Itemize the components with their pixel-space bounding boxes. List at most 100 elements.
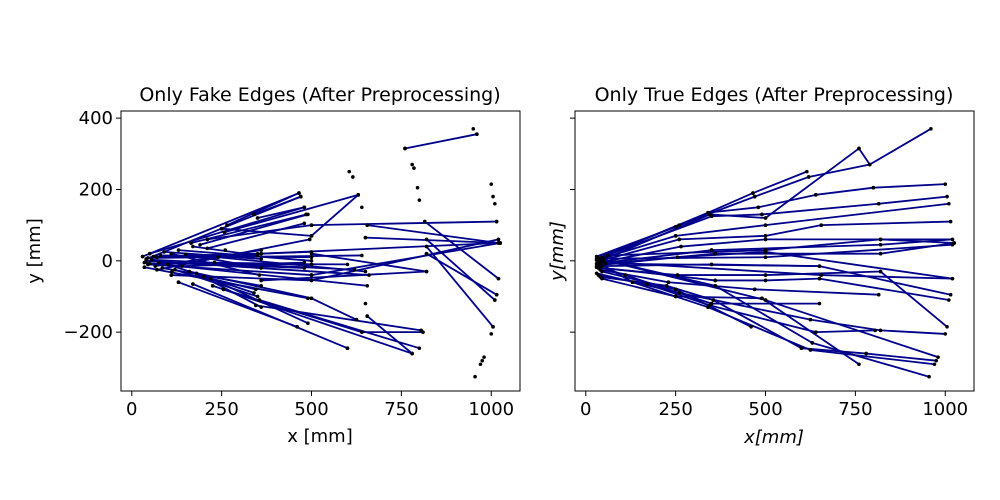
fake-edges-hit-point-121 bbox=[302, 221, 307, 226]
fake-edges-hit-point-158 bbox=[309, 234, 314, 238]
true-edges-hit-point-32 bbox=[857, 146, 861, 151]
fake-edges-hit-point-110 bbox=[187, 269, 192, 274]
fake-edges-edge-15 bbox=[253, 195, 302, 216]
true-edges-edge-77 bbox=[632, 281, 709, 309]
true-edges-hit-point-158 bbox=[808, 348, 813, 352]
true-edges-hit-point-30 bbox=[763, 216, 768, 220]
fake-edges-panel: Only Fake Edges (After Preprocessing) 0 2… bbox=[24, 84, 521, 447]
true-edges-edge-64 bbox=[815, 329, 876, 334]
true-edges-edge-23 bbox=[765, 202, 949, 227]
fake-edges-hit-point-176 bbox=[417, 198, 422, 202]
fake-edges-hit-point-170 bbox=[363, 301, 368, 306]
true-edges-hit-point-52 bbox=[763, 234, 768, 238]
fake-edges-hit-point-96 bbox=[162, 250, 166, 254]
fake-edges-edge-63 bbox=[217, 256, 366, 273]
fake-edges-hit-point-179 bbox=[422, 219, 427, 224]
true-edges-edge-5 bbox=[754, 176, 809, 198]
fake-edges-hit-point-164 bbox=[356, 193, 361, 197]
true-edges-edge-25 bbox=[679, 234, 766, 241]
fake-edges-hit-point-190 bbox=[498, 241, 503, 245]
fake-edges-hit-point-189 bbox=[496, 237, 501, 242]
true-edges-edge-8 bbox=[596, 211, 709, 260]
true-edges-hit-point-90 bbox=[713, 278, 717, 283]
fake-edges-hit-point-100 bbox=[169, 251, 174, 256]
fake-edges-edge-55 bbox=[189, 270, 312, 300]
fake-edges-hit-point-108 bbox=[183, 252, 188, 257]
fake-edges-hit-point-159 bbox=[309, 223, 314, 227]
fake-edges-edge-28 bbox=[365, 236, 501, 244]
true-edges-hit-point-164 bbox=[810, 341, 815, 345]
true-edges-hit-point-78 bbox=[675, 255, 680, 260]
fake-edges-hit-point-153 bbox=[298, 194, 303, 199]
true-edges-x-tick-label-3: 750 bbox=[838, 399, 872, 420]
true-edges-edge-68 bbox=[801, 347, 867, 355]
fake-edges-hit-point-182 bbox=[424, 251, 429, 256]
fake-edges-hit-point-137 bbox=[189, 241, 193, 245]
true-edges-hit-point-55 bbox=[948, 219, 953, 224]
fake-edges-x-tick-label-1: 250 bbox=[204, 399, 238, 420]
true-edges-hit-point-108 bbox=[752, 287, 757, 292]
true-edges-hit-point-50 bbox=[677, 237, 682, 242]
fake-edges-hit-point-188 bbox=[494, 219, 499, 224]
fake-edges-hit-point-77 bbox=[367, 273, 371, 277]
fake-edges-hit-point-106 bbox=[180, 264, 184, 268]
true-edges-hit-point-121 bbox=[943, 332, 948, 336]
true-edges-edge-82 bbox=[811, 341, 930, 378]
true-edges-hit-point-184 bbox=[878, 237, 883, 242]
fake-edges-hit-point-111 bbox=[309, 296, 314, 301]
fake-edges-y-tick-label-3: 400 bbox=[79, 108, 113, 129]
true-edges-edge-40 bbox=[765, 251, 953, 280]
fake-edges-hit-point-199 bbox=[473, 374, 477, 379]
fake-edges-hit-point-166 bbox=[363, 235, 368, 240]
true-edges-hit-point-129 bbox=[873, 328, 877, 333]
fake-edges-hit-point-173 bbox=[410, 162, 414, 167]
true-edges-edge-87 bbox=[603, 256, 766, 260]
true-edges-x-tick-label-0: 0 bbox=[580, 399, 591, 420]
fake-edges-hit-point-131 bbox=[142, 265, 147, 270]
fake-edges-hit-point-144 bbox=[225, 223, 229, 227]
fake-edges-y-tick-label-2: 200 bbox=[79, 179, 113, 200]
fake-edges-edge-54 bbox=[185, 253, 262, 269]
fake-edges-hit-point-87 bbox=[259, 248, 263, 252]
true-edges-edge-81 bbox=[714, 285, 813, 344]
fake-edges-hit-point-145 bbox=[223, 248, 228, 252]
true-edges-hit-point-116 bbox=[677, 291, 682, 295]
fake-edges-hit-point-37 bbox=[417, 346, 422, 350]
true-edges-hit-point-40 bbox=[876, 201, 881, 206]
true-edges-edge-62 bbox=[646, 283, 711, 307]
fake-edges-y-tick-label-1: 0 bbox=[102, 251, 113, 272]
true-edges-hit-point-136 bbox=[799, 346, 804, 350]
true-edges-hit-point-10 bbox=[752, 194, 757, 199]
fake-edges-hit-point-89 bbox=[309, 250, 314, 254]
fake-edges-hit-point-105 bbox=[309, 259, 314, 263]
fake-edges-hit-point-127 bbox=[363, 269, 368, 274]
fake-edges-edge-21 bbox=[261, 270, 427, 282]
true-edges-x-tick-label-2: 500 bbox=[748, 399, 782, 420]
true-edges-hit-point-92 bbox=[763, 278, 768, 283]
true-edges-edge-18 bbox=[711, 213, 762, 218]
true-edges-edge-27 bbox=[821, 220, 951, 227]
fake-edges-hit-point-97 bbox=[259, 257, 263, 261]
true-edges-hit-point-58 bbox=[679, 244, 683, 249]
true-edges-hit-point-132 bbox=[664, 283, 669, 288]
true-edges-hit-point-110 bbox=[600, 269, 604, 274]
fake-edges-hit-point-195 bbox=[489, 332, 494, 336]
fake-edges-edge-48 bbox=[164, 250, 262, 260]
true-edges-axes-frame bbox=[574, 110, 975, 392]
fake-edges-y-tick-label-0: −200 bbox=[64, 322, 113, 343]
fake-edges-hit-point-186 bbox=[491, 194, 495, 199]
true-edges-hit-point-148 bbox=[623, 273, 628, 277]
true-edges-hit-point-15 bbox=[929, 127, 933, 131]
true-edges-hit-point-60 bbox=[763, 237, 768, 242]
fake-edges-hit-point-160 bbox=[309, 273, 314, 277]
fake-edges-hit-point-161 bbox=[309, 278, 314, 283]
fake-edges-x-tick-label-0: 0 bbox=[126, 399, 137, 420]
true-edges-edge-19 bbox=[761, 202, 879, 216]
fake-edges-hit-point-83 bbox=[352, 267, 357, 272]
fake-edges-hit-point-171 bbox=[365, 314, 370, 318]
true-edges-x-ticks: 0 250 500 750 1000 bbox=[580, 391, 968, 420]
true-edges-hit-point-120 bbox=[878, 328, 883, 333]
fake-edges-hit-point-82 bbox=[149, 257, 154, 262]
true-edges-edge-39 bbox=[677, 250, 766, 259]
fake-edges-hit-point-175 bbox=[415, 185, 420, 190]
